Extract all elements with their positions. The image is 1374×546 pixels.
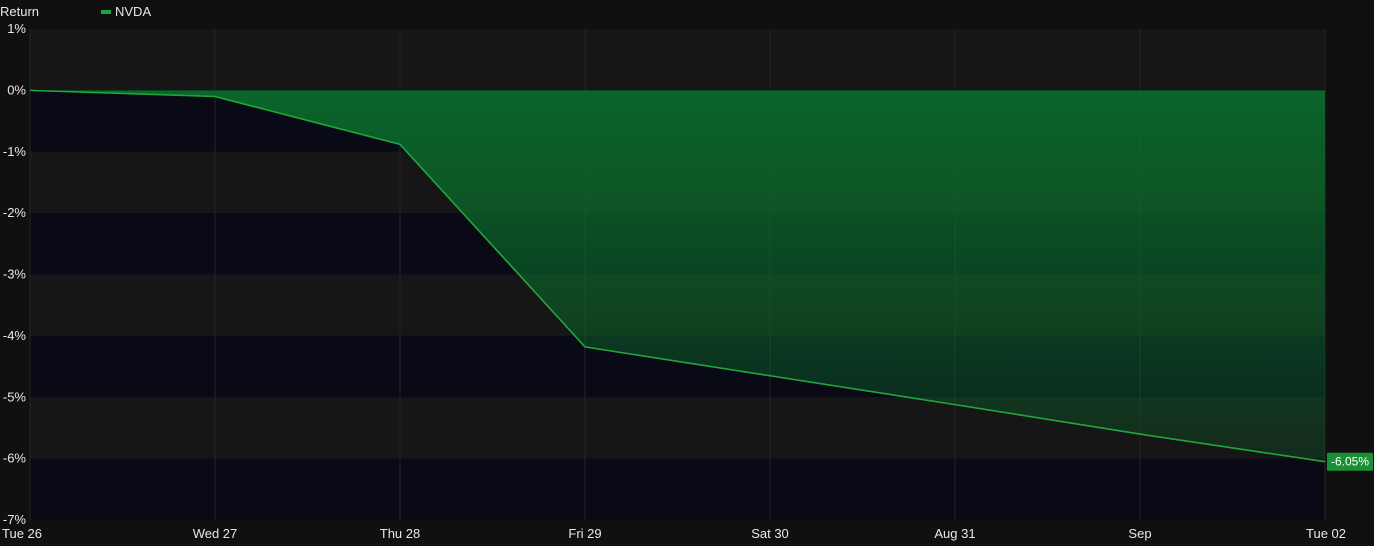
x-tick-label: Sat 30 (751, 526, 789, 541)
y-tick-label: -3% (3, 267, 27, 282)
x-tick-label: Fri 29 (568, 526, 601, 541)
y-tick-label: -4% (3, 328, 27, 343)
x-tick-label: Sep (1128, 526, 1151, 541)
legend-item-label: NVDA (115, 4, 152, 19)
end-label-badge (1327, 452, 1373, 471)
band-7 (30, 458, 1325, 520)
x-tick-label: Thu 28 (380, 526, 420, 541)
y-axis-ticks: 1% 0% -1% -2% -3% -4% -5% -6% -7% (3, 21, 27, 527)
x-tick-label: Aug 31 (934, 526, 975, 541)
y-tick-label: -7% (3, 512, 27, 527)
x-tick-label: Wed 27 (193, 526, 238, 541)
y-tick-label: -5% (3, 389, 27, 404)
x-tick-label: Tue 02 (1306, 526, 1346, 541)
series-line-nvda (29, 89, 1326, 463)
series-area-nvda (30, 90, 1325, 462)
y-tick-label: 1% (7, 21, 26, 36)
legend-title: Return (0, 4, 40, 19)
x-tick-label: Tue 26 (2, 526, 42, 541)
legend-item-nvda[interactable]: NVDA (101, 4, 151, 19)
end-label-text: -6.05% (1331, 455, 1369, 469)
series-line-layer (29, 89, 1326, 463)
legend: Return NVDA (0, 4, 151, 19)
y-tick-label: -2% (3, 205, 27, 220)
area-fill-layer (30, 90, 1325, 462)
legend-swatch (101, 9, 111, 14)
y-tick-label: 0% (7, 82, 26, 97)
band-0 (30, 29, 1325, 91)
end-value-label: -6.05% (1327, 452, 1373, 471)
x-axis-ticks: Tue 26 Wed 27 Thu 28 Fri 29 Sat 30 Aug 31 Sep T… (2, 526, 1346, 541)
y-tick-label: -1% (3, 144, 27, 159)
y-tick-label: -6% (3, 451, 27, 466)
